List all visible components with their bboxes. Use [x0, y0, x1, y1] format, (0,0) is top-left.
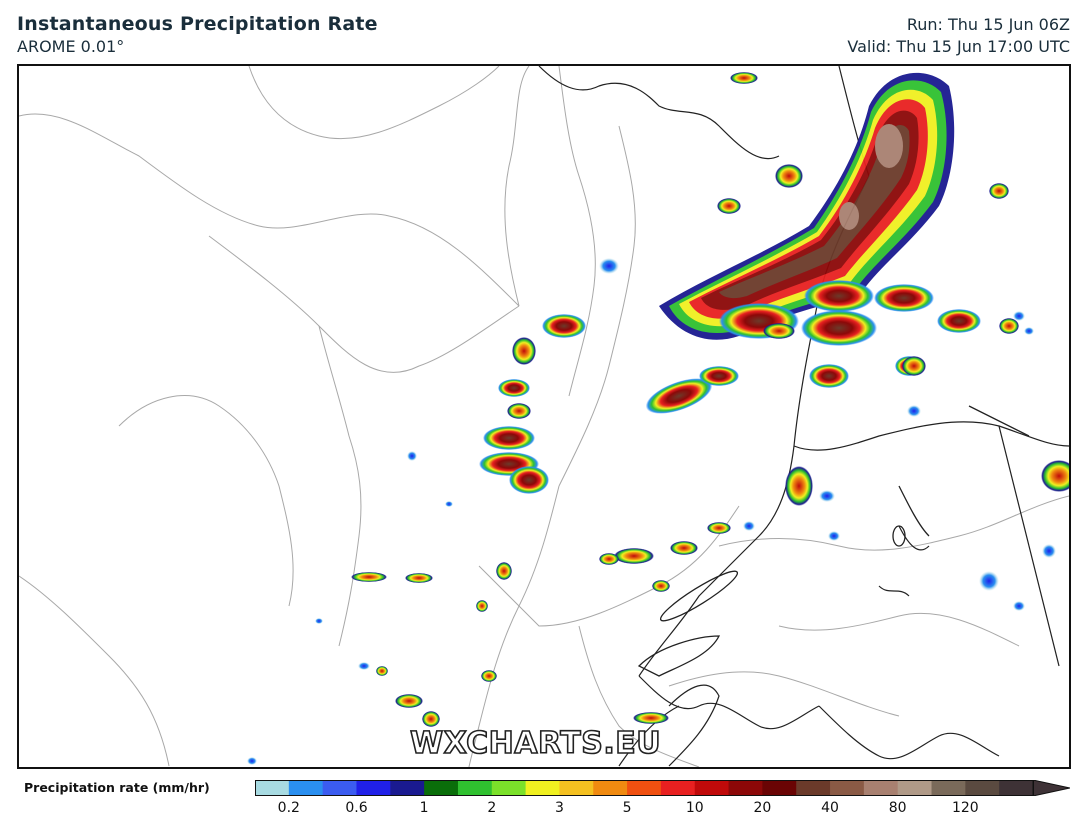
chart-title: Instantaneous Precipitation Rate	[17, 13, 378, 35]
colorbar-tick-label: 1	[419, 800, 429, 816]
colorbar-swatch	[627, 780, 662, 796]
colorbar-swatch	[288, 780, 324, 796]
colorbar-swatch	[660, 780, 696, 796]
storm-cells	[351, 72, 1069, 727]
colorbar-swatch	[390, 780, 425, 796]
colorbar-swatch	[965, 780, 1000, 796]
lakes	[637, 405, 1030, 677]
precipitation-map[interactable]	[17, 64, 1071, 769]
colorbar-tick-label: 10	[685, 800, 704, 816]
colorbar-swatch	[897, 780, 933, 796]
colorbar-swatch	[728, 780, 763, 796]
colorbar-tick-label: 2	[487, 800, 497, 816]
colorbar-swatch	[559, 780, 594, 796]
colorbar-swatches	[255, 780, 1034, 796]
colorbar-swatch	[593, 780, 628, 796]
watermark-logo: WXCHARTS.EU	[409, 725, 662, 762]
light-rain-cells	[247, 258, 1056, 765]
colorbar-tick-label: 0.6	[345, 800, 368, 816]
colorbar-tick-label: 0.2	[277, 800, 300, 816]
map-canvas	[19, 66, 1069, 767]
colorbar	[255, 780, 1070, 796]
colorbar-tick-label: 120	[951, 800, 979, 816]
colorbar-swatch	[255, 780, 290, 796]
colorbar-swatch	[931, 780, 966, 796]
colorbar-swatch	[762, 780, 797, 796]
colorbar-extend-arrow	[1032, 780, 1070, 796]
colorbar-swatch	[525, 780, 561, 796]
colorbar-swatch	[694, 780, 730, 796]
colorbar-swatch	[999, 780, 1034, 796]
colorbar-swatch	[863, 780, 899, 796]
run-time: Run: Thu 15 Jun 06Z	[906, 15, 1070, 34]
colorbar-swatch	[491, 780, 527, 796]
colorbar-swatch	[796, 780, 831, 796]
colorbar-label: Precipitation rate (mm/hr)	[24, 780, 210, 795]
colorbar-tick-label: 3	[554, 800, 564, 816]
colorbar-swatch	[424, 780, 459, 796]
colorbar-swatch	[830, 780, 865, 796]
colorbar-tick-label: 5	[622, 800, 632, 816]
precip-band	[659, 72, 955, 340]
colorbar-swatch	[322, 780, 358, 796]
rivers	[19, 66, 1069, 767]
colorbar-tick-label: 40	[821, 800, 839, 816]
colorbar-swatch	[356, 780, 391, 796]
colorbar-swatch	[457, 780, 493, 796]
valid-time: Valid: Thu 15 Jun 17:00 UTC	[847, 37, 1070, 56]
colorbar-tick-label: 20	[753, 800, 772, 816]
model-name: AROME 0.01°	[17, 37, 125, 56]
colorbar-tick-label: 80	[888, 800, 907, 816]
